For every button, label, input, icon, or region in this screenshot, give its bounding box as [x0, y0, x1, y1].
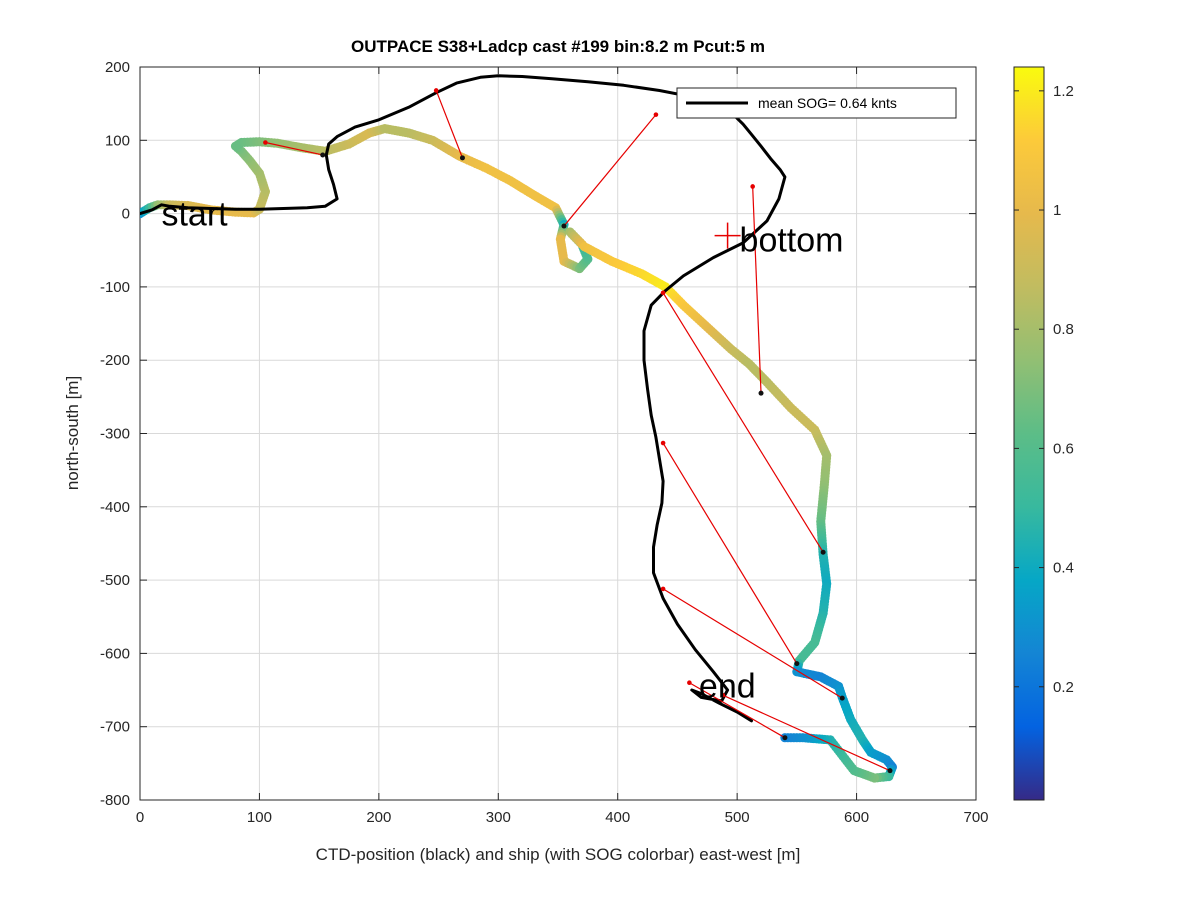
- link-end-ship: [794, 661, 800, 667]
- colorbar-tick-label: 0.6: [1053, 440, 1074, 457]
- link-end-ship: [459, 155, 465, 161]
- legend: mean SOG= 0.64 knts: [676, 87, 957, 119]
- link-segment: [722, 694, 891, 772]
- colorbar-tick-label: 1.2: [1053, 83, 1074, 100]
- x-tick-label: 500: [725, 809, 750, 826]
- colorbar-tick-label: 0.4: [1053, 560, 1074, 577]
- y-axis-ticks: 200 100 0 -100 -200 -300 -400 -500 -600 -700 -800: [100, 59, 976, 809]
- colorbar-gradient: [1013, 66, 1045, 801]
- y-tick-label: -100: [100, 279, 130, 296]
- x-tick-label: 300: [486, 809, 511, 826]
- ship-track-series: [140, 123, 898, 783]
- link-end-ship: [758, 390, 764, 396]
- x-axis-label: CTD-position (black) and ship (with SOG …: [316, 845, 801, 864]
- link-end-ctd: [660, 586, 666, 592]
- x-tick-label: 400: [605, 809, 630, 826]
- x-axis-ticks: 0 100 200 300 400 500 600 700: [136, 67, 989, 826]
- link-segment: [265, 141, 323, 156]
- y-tick-label: -500: [100, 572, 130, 589]
- link-segment: [662, 292, 824, 553]
- link-segment: [662, 442, 798, 664]
- link-end-ctd: [263, 140, 268, 145]
- x-tick-label: 600: [844, 809, 869, 826]
- link-end-ctd: [687, 680, 692, 686]
- colorbar-ticks: 0.2 0.4 0.6 0.8 1 1.2: [1014, 83, 1074, 696]
- link-end-ctd: [750, 184, 755, 189]
- link-segment: [662, 588, 843, 699]
- y-axis-label: north-south [m]: [63, 376, 82, 490]
- colorbar: 0.2 0.4 0.6 0.8 1 1.2: [1013, 66, 1074, 801]
- x-tick-label: 700: [963, 809, 988, 826]
- link-end-ship: [320, 152, 326, 158]
- link-end-ctd: [653, 112, 659, 117]
- annotation-start: start: [161, 196, 228, 234]
- y-tick-label: -400: [100, 499, 130, 516]
- annotation-end: end: [699, 668, 756, 706]
- link-end-ctd: [720, 692, 726, 698]
- colorbar-tick-label: 0.2: [1053, 679, 1074, 696]
- link-end-ship: [561, 223, 567, 229]
- link-segment: [752, 186, 762, 394]
- x-tick-label: 200: [366, 809, 391, 826]
- link-end-ship: [887, 768, 893, 774]
- y-tick-label: -200: [100, 352, 130, 369]
- annotation-bottom: bottom: [740, 221, 844, 259]
- x-tick-label: 100: [247, 809, 272, 826]
- x-tick-label: 0: [136, 809, 144, 826]
- ctd-track-line: [140, 74, 787, 723]
- link-end-ship: [782, 735, 788, 741]
- y-tick-label: -800: [100, 792, 130, 809]
- link-end-ship: [820, 549, 826, 555]
- y-tick-label: 100: [105, 132, 130, 149]
- y-tick-label: -300: [100, 426, 130, 443]
- link-segments: [263, 88, 893, 774]
- y-tick-label: 0: [122, 206, 130, 223]
- link-end-ctd: [660, 290, 666, 296]
- link-segment: [435, 90, 464, 159]
- y-tick-label: 200: [105, 59, 130, 76]
- colorbar-tick-label: 0.8: [1053, 321, 1074, 338]
- y-tick-label: -700: [100, 719, 130, 736]
- link-end-ctd: [660, 440, 666, 446]
- y-tick-label: -600: [100, 645, 130, 662]
- grid: [140, 67, 976, 800]
- bottom-marker: [714, 222, 741, 249]
- link-segment: [563, 114, 657, 227]
- colorbar-tick-label: 1: [1053, 202, 1061, 219]
- link-segment: [689, 682, 786, 739]
- chart-title: OUTPACE S38+Ladcp cast #199 bin:8.2 m Pc…: [351, 37, 765, 56]
- link-end-ship: [839, 695, 845, 701]
- legend-entry-label: mean SOG= 0.64 knts: [758, 95, 897, 111]
- link-end-ctd: [433, 88, 439, 93]
